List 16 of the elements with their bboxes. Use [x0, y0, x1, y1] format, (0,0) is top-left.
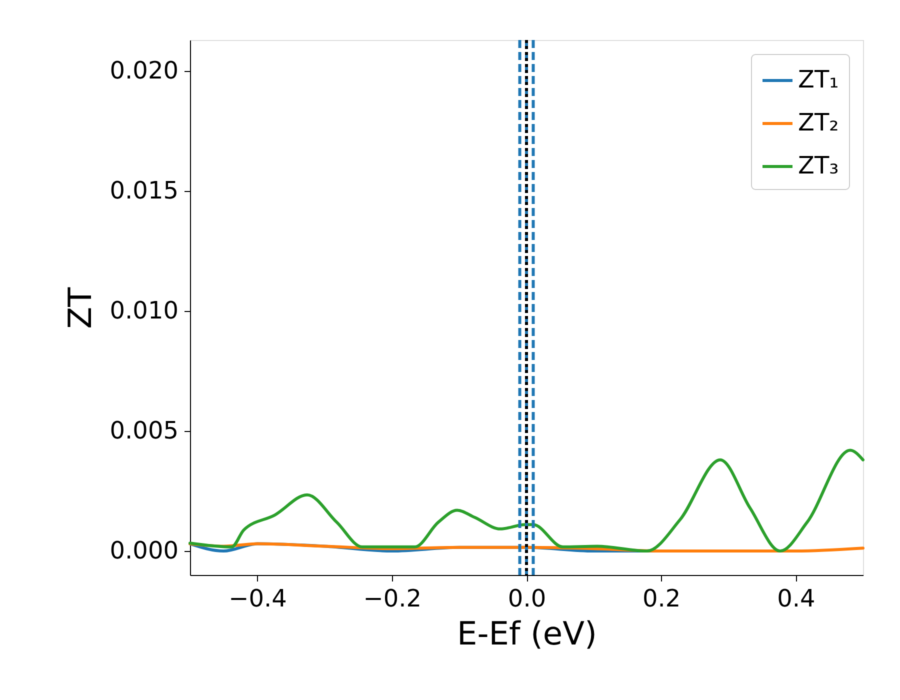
y-tick-label: 0.000 — [110, 536, 178, 565]
y-tick-label: 0.010 — [110, 296, 178, 325]
y-axis-title: ZT — [60, 286, 99, 329]
y-tick-label: 0.005 — [110, 416, 178, 445]
x-tick-label: 0.0 — [508, 584, 546, 612]
legend-label: ZT₃ — [798, 152, 839, 180]
legend-label: ZT₂ — [798, 108, 839, 136]
y-tick-label: 0.015 — [110, 176, 178, 205]
x-tick-label: −0.2 — [363, 584, 422, 612]
x-axis-title: E-Ef (eV) — [457, 614, 597, 652]
x-tick-label: 0.4 — [777, 584, 816, 612]
legend-label: ZT₁ — [798, 66, 839, 94]
x-tick-label: 0.2 — [642, 584, 681, 612]
x-tick-label: −0.4 — [228, 584, 287, 612]
y-tick-label: 0.020 — [110, 56, 178, 85]
line-series — [188, 448, 864, 553]
